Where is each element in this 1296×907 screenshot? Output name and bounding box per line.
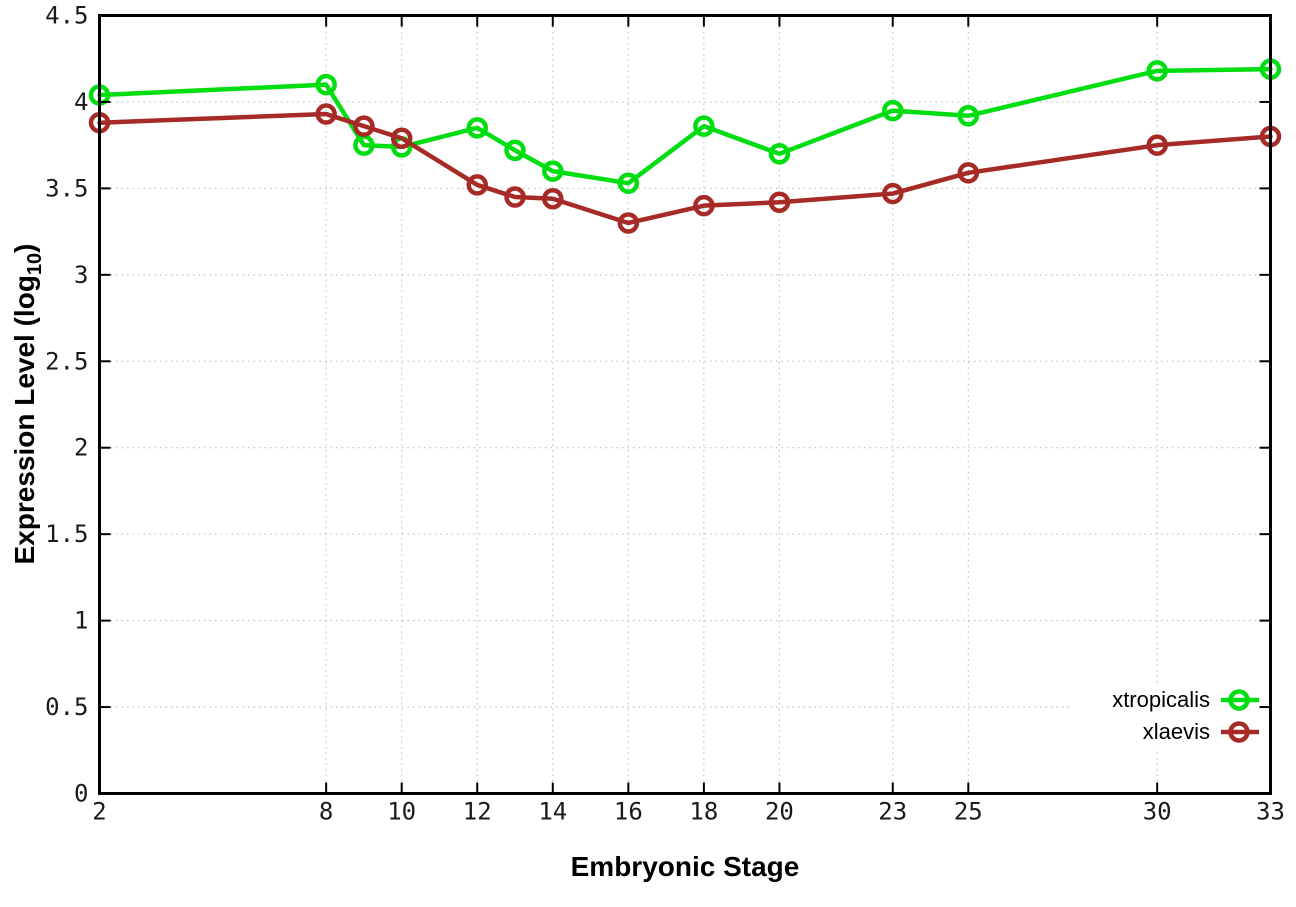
y-tick-label-3.5: 3.5 — [45, 174, 88, 202]
x-tick-label-2: 2 — [92, 798, 106, 826]
data-point-xlaevis-stage-23 — [882, 182, 904, 205]
y-axis-title-subscript: 10 — [24, 253, 46, 275]
legend-marker-xlaevis-icon — [1228, 721, 1250, 743]
series-line-xlaevis — [97, 111, 1273, 226]
x-tick-labels: 2 8 10 12 14 16 18 20 23 25 30 33 — [92, 798, 1285, 826]
x-tick-label-18: 18 — [689, 798, 718, 826]
data-point-xtropicalis-stage-13 — [504, 139, 526, 162]
x-tick-label-25: 25 — [954, 798, 983, 826]
y-tick-label-1.5: 1.5 — [45, 520, 88, 548]
data-point-xlaevis-stage-30 — [1146, 134, 1168, 156]
y-tick-label-0.5: 0.5 — [45, 693, 88, 721]
data-point-xlaevis-stage-13 — [504, 186, 526, 208]
y-axis-title-close: ) — [9, 244, 40, 253]
data-point-xtropicalis-stage-23 — [882, 99, 904, 122]
legend-marker-xtropicalis-icon — [1228, 689, 1250, 711]
y-tick-label-2.5: 2.5 — [45, 347, 88, 375]
data-point-xlaevis-stage-18 — [693, 194, 715, 217]
data-point-xlaevis-stage-10 — [390, 127, 413, 150]
data-point-xlaevis-stage-14 — [542, 188, 564, 210]
data-point-xtropicalis-stage-16 — [617, 172, 640, 194]
data-point-xlaevis-stage-8 — [315, 103, 337, 125]
series-line-xtropicalis — [97, 66, 1273, 186]
x-tick-label-12: 12 — [463, 798, 492, 826]
x-tick-label-33: 33 — [1256, 798, 1285, 826]
data-point-xtropicalis-stage-30 — [1146, 60, 1168, 82]
x-tick-label-23: 23 — [878, 798, 907, 826]
x-tick-label-8: 8 — [319, 798, 333, 826]
legend-label-xtropicalis: xtropicalis — [1112, 687, 1210, 712]
y-tick-label-4: 4 — [74, 88, 88, 116]
series-layer — [88, 58, 1282, 234]
x-tick-label-14: 14 — [538, 798, 567, 826]
data-point-xtropicalis-stage-8 — [315, 73, 337, 96]
data-point-xtropicalis-stage-12 — [466, 117, 488, 139]
data-point-xlaevis-stage-12 — [466, 174, 488, 196]
data-point-xlaevis-stage-9 — [353, 115, 375, 137]
grid-layer — [99, 15, 1271, 794]
y-tick-labels: 0 0.5 1 1.5 2 2.5 3 3.5 4 4.5 — [45, 2, 88, 808]
legend-entry-xtropicalis: xtropicalis — [1112, 687, 1259, 712]
legend-label-xlaevis: xlaevis — [1143, 719, 1210, 744]
data-point-xtropicalis-stage-20 — [768, 143, 791, 165]
y-tick-label-0: 0 — [74, 780, 88, 808]
y-tick-label-3: 3 — [74, 261, 88, 289]
data-point-xtropicalis-stage-14 — [542, 160, 564, 182]
legend: xtropicalis xlaevis — [1112, 687, 1259, 744]
data-point-xlaevis-stage-25 — [957, 162, 980, 184]
y-axis-title-main: Expression Level (log — [9, 275, 40, 564]
x-tick-label-16: 16 — [614, 798, 643, 826]
y-axis-title: Expression Level (log10) — [9, 244, 46, 565]
data-point-xtropicalis-stage-18 — [693, 115, 715, 137]
ticks-layer — [98, 14, 1272, 795]
data-point-xtropicalis-stage-25 — [957, 105, 980, 127]
x-tick-label-20: 20 — [765, 798, 794, 826]
data-point-xlaevis-stage-16 — [617, 212, 640, 234]
y-tick-label-1: 1 — [74, 607, 88, 635]
x-axis-title: Embryonic Stage — [571, 851, 800, 882]
y-tick-label-4.5: 4.5 — [45, 2, 88, 30]
legend-entry-xlaevis: xlaevis — [1143, 719, 1259, 744]
plot-border — [98, 14, 1272, 795]
y-tick-label-2: 2 — [74, 434, 88, 462]
x-tick-label-10: 10 — [387, 798, 416, 826]
data-point-xlaevis-stage-20 — [768, 191, 791, 213]
x-tick-label-30: 30 — [1143, 798, 1172, 826]
